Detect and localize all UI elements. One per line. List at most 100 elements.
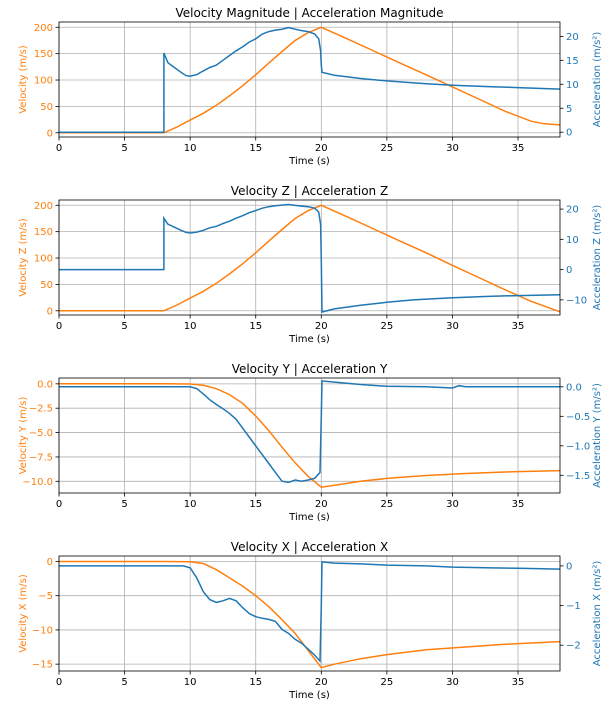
x-tick-label: 35 (512, 143, 525, 154)
x-tick-label: 0 (56, 677, 62, 688)
y-left-tick-label: 150 (34, 49, 53, 60)
x-tick-label: 5 (121, 499, 127, 510)
y-left-tick-label: 50 (40, 280, 53, 291)
y-left-tick-label: −7.5 (29, 452, 53, 463)
y-left-tick-label: −2.5 (29, 404, 53, 415)
x-axis-label: Time (s) (288, 334, 330, 345)
chart-panel: 0 5 10 15 20 25 30 35 0 50 100 150 200 0 5 10 15 20 Veloci… (18, 6, 603, 167)
x-tick-label: 30 (446, 499, 459, 510)
y-right-axis-label: Acceleration Z (m/s²) (592, 205, 603, 311)
y-left-axis-label: Velocity Y (m/s) (18, 396, 29, 474)
y-right-axis-label: Acceleration X (m/s²) (592, 561, 603, 667)
y-left-axis-label: Velocity (m/s) (18, 45, 29, 114)
x-tick-label: 5 (121, 321, 127, 332)
velocity-series-line (59, 383, 560, 488)
y-right-tick-label: −1.5 (566, 471, 590, 482)
axes-frame (58, 199, 561, 316)
y-left-tick-label: 200 (34, 23, 53, 34)
x-tick-label: 10 (184, 677, 197, 688)
velocity-series-line (59, 204, 560, 313)
acceleration-series-line (59, 561, 560, 664)
axes-frame (58, 555, 561, 672)
x-tick-label: 30 (446, 677, 459, 688)
y-right-tick-label: 0 (566, 561, 572, 572)
y-right-tick-label: 10 (566, 80, 579, 91)
chart-panel: 0 5 10 15 20 25 30 35 0 50 100 150 200 −10 0 10 20 Veloci… (18, 184, 603, 345)
y-left-tick-label: 200 (34, 201, 53, 212)
x-tick-label: 25 (381, 143, 394, 154)
x-tick-label: 20 (315, 677, 328, 688)
y-left-axis-label: Velocity X (m/s) (18, 574, 29, 653)
x-tick-label: 10 (184, 321, 197, 332)
acceleration-series-line (59, 203, 560, 313)
x-tick-label: 15 (249, 499, 262, 510)
y-right-tick-label: −1.0 (566, 441, 590, 452)
y-left-tick-label: 0 (47, 306, 53, 317)
y-right-tick-label: −10 (566, 295, 587, 306)
y-left-tick-label: −10.0 (22, 477, 53, 488)
acceleration-series-line (59, 380, 560, 484)
y-right-tick-label: 0.0 (566, 382, 582, 393)
x-tick-label: 35 (512, 677, 525, 688)
y-left-tick-label: −5 (38, 591, 53, 602)
axes-frame (58, 377, 561, 494)
acceleration-series-line (59, 26, 560, 133)
x-tick-label: 30 (446, 143, 459, 154)
y-left-tick-label: 0 (47, 128, 53, 139)
y-right-tick-label: 15 (566, 56, 579, 67)
x-tick-label: 5 (121, 677, 127, 688)
chart-title: Velocity Z | Acceleration Z (231, 184, 388, 198)
y-right-tick-label: 20 (566, 205, 579, 216)
x-tick-label: 0 (56, 143, 62, 154)
velocity-series-line (59, 560, 560, 669)
y-left-tick-label: 100 (34, 76, 53, 87)
y-left-tick-label: 50 (40, 102, 53, 113)
chart-title: Velocity Y | Acceleration Y (232, 362, 388, 376)
y-left-tick-label: 0.0 (37, 379, 53, 390)
x-axis-label: Time (s) (288, 512, 330, 523)
x-tick-label: 25 (381, 677, 394, 688)
y-right-axis-label: Acceleration (m/s²) (592, 32, 603, 128)
y-right-tick-label: 0 (566, 128, 572, 139)
x-axis-label: Time (s) (288, 690, 330, 701)
y-left-tick-label: −15 (32, 660, 53, 671)
x-tick-label: 0 (56, 321, 62, 332)
axes-frame (58, 21, 561, 138)
x-tick-label: 10 (184, 499, 197, 510)
y-right-tick-label: 0 (566, 265, 572, 276)
y-right-tick-label: −0.5 (566, 412, 590, 423)
y-left-tick-label: 0 (47, 557, 53, 568)
x-axis-label: Time (s) (288, 156, 330, 167)
x-tick-label: 15 (249, 143, 262, 154)
y-right-tick-label: −1 (566, 601, 581, 612)
y-left-tick-label: −10 (32, 625, 53, 636)
x-tick-label: 25 (381, 499, 394, 510)
x-tick-label: 0 (56, 499, 62, 510)
y-left-tick-label: 150 (34, 227, 53, 238)
y-right-tick-label: −2 (566, 641, 581, 652)
y-right-tick-label: 20 (566, 32, 579, 43)
x-tick-label: 25 (381, 321, 394, 332)
chart-title: Velocity X | Acceleration X (231, 540, 388, 554)
velocity-series-line (59, 26, 560, 134)
y-left-axis-label: Velocity Z (m/s) (18, 218, 29, 297)
x-tick-label: 5 (121, 143, 127, 154)
x-tick-label: 20 (315, 499, 328, 510)
x-tick-label: 35 (512, 499, 525, 510)
y-right-axis-label: Acceleration Y (m/s²) (592, 383, 603, 488)
x-tick-label: 30 (446, 321, 459, 332)
x-tick-label: 20 (315, 321, 328, 332)
x-tick-label: 35 (512, 321, 525, 332)
chart-panel: 0 5 10 15 20 25 30 35 0.0 −2.5 −5.0 −7.5 −10.0 0.0 −0.… (18, 362, 603, 523)
x-tick-label: 20 (315, 143, 328, 154)
y-left-tick-label: −5.0 (29, 428, 53, 439)
x-tick-label: 10 (184, 143, 197, 154)
y-right-tick-label: 5 (566, 104, 572, 115)
x-tick-label: 15 (249, 321, 262, 332)
y-left-tick-label: 100 (34, 254, 53, 265)
x-tick-label: 15 (249, 677, 262, 688)
chart-title: Velocity Magnitude | Acceleration Magnit… (175, 6, 443, 20)
y-right-tick-label: 10 (566, 235, 579, 246)
